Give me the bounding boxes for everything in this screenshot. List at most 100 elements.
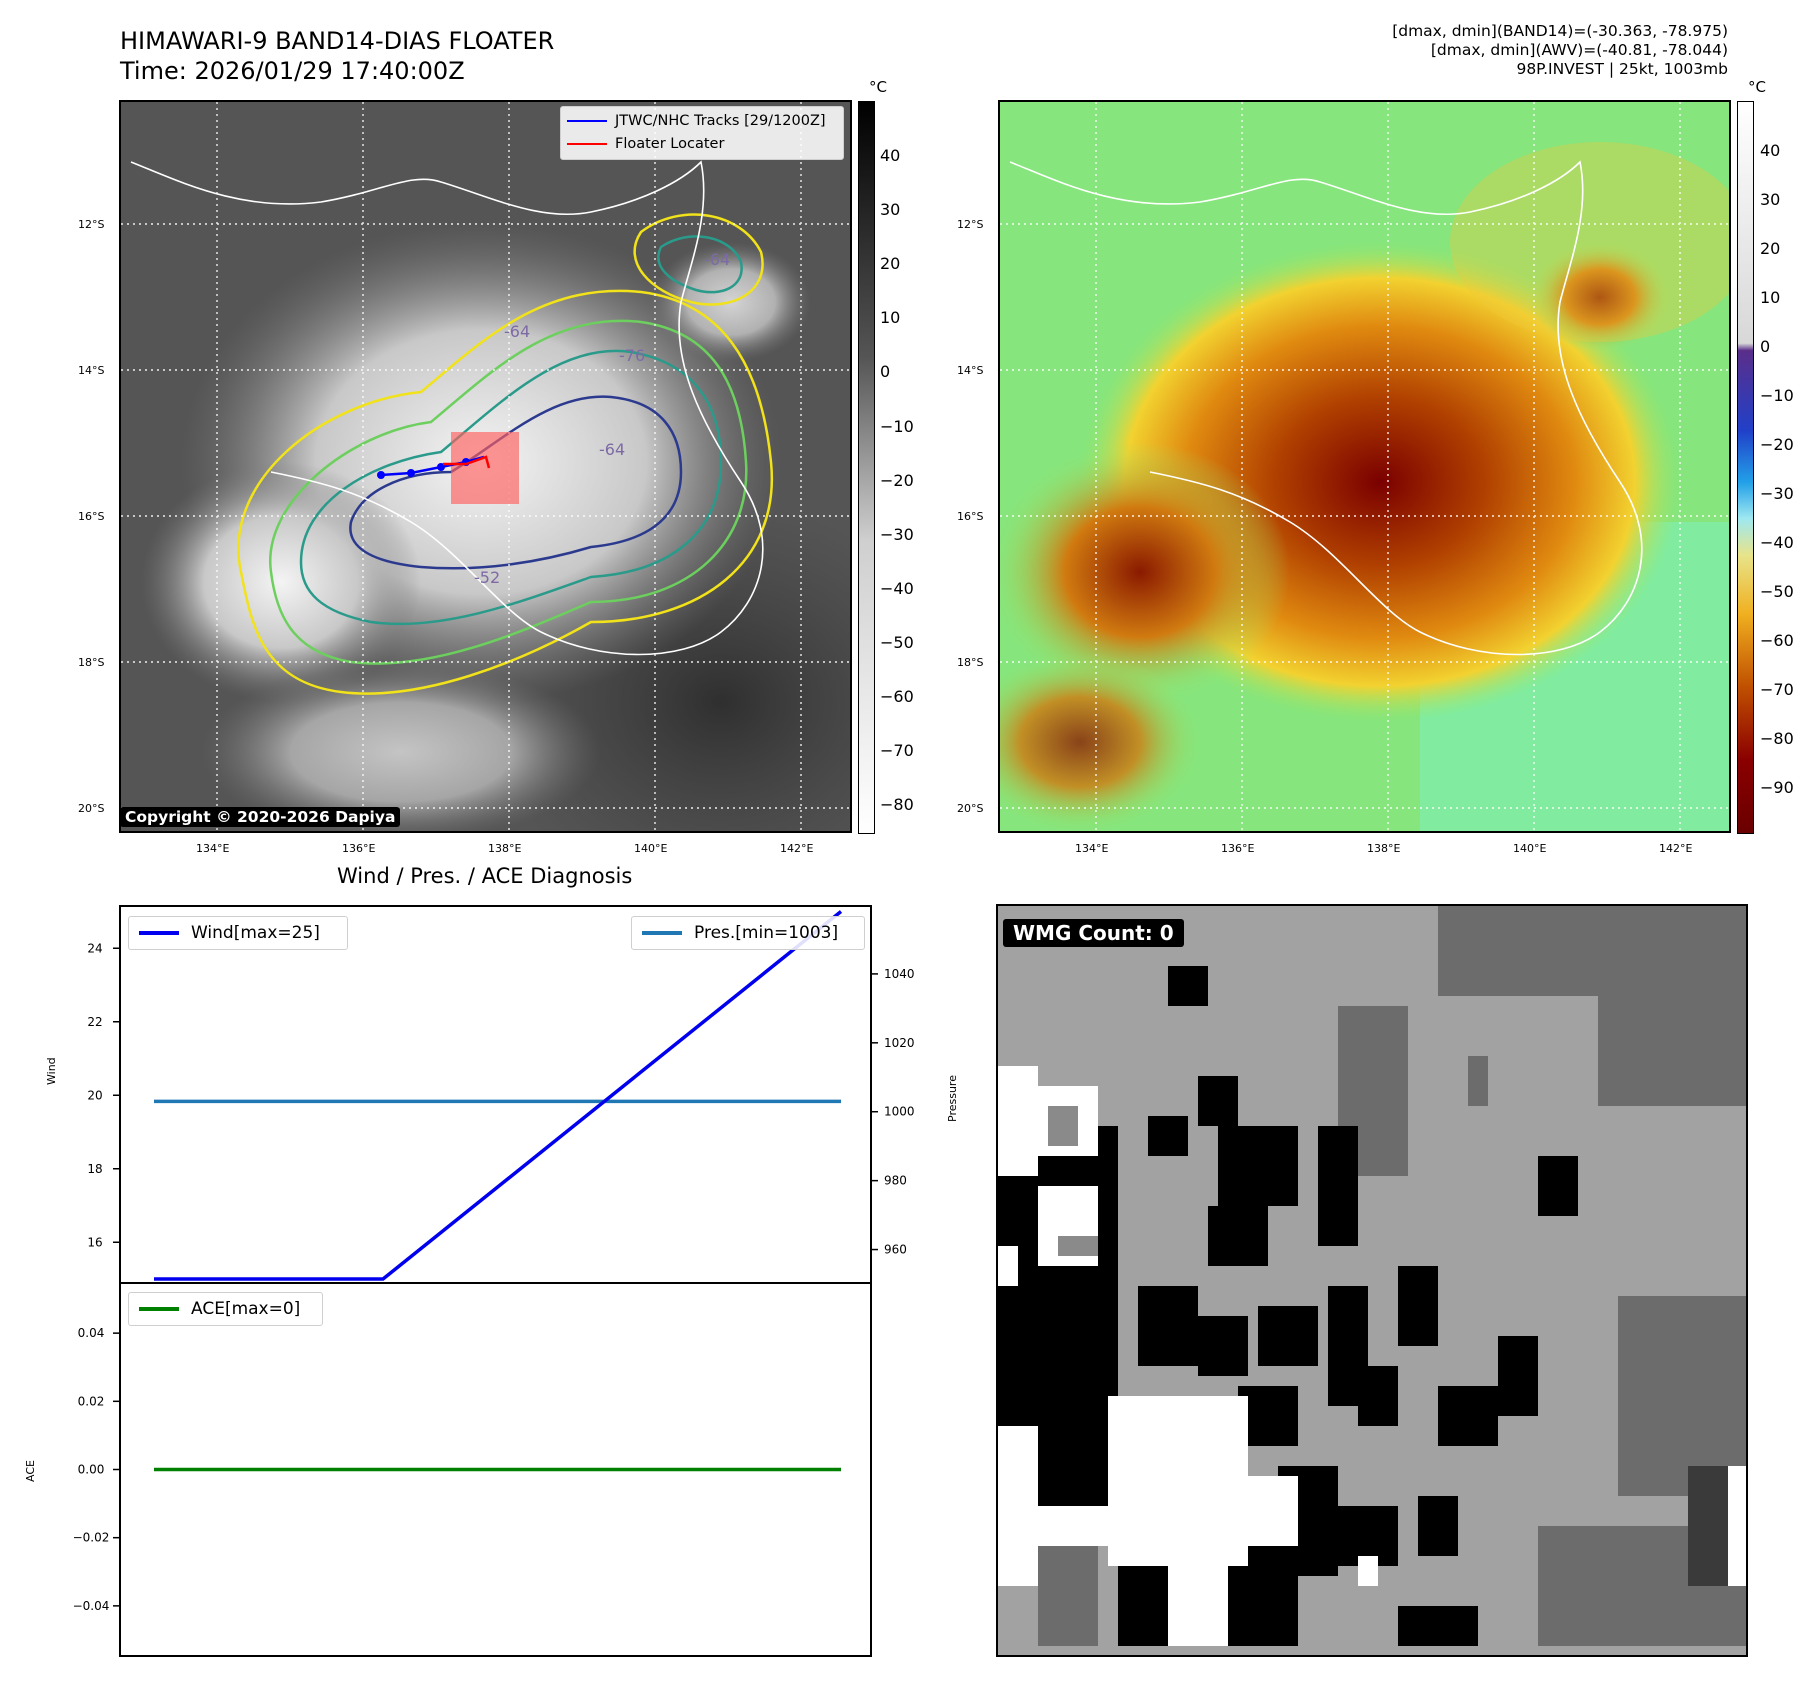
pres-legend: Pres.[min=1003] bbox=[631, 916, 865, 950]
gray-colorbar-tick: −10 bbox=[880, 416, 914, 436]
awv-colorbar-tick: −10 bbox=[1760, 386, 1794, 405]
wind-swatch bbox=[139, 931, 179, 935]
ace-chart: 0.04 0.02 0.00 −0.02 −0.04 bbox=[73, 1282, 872, 1657]
awv-colorbar-tick: −80 bbox=[1760, 729, 1794, 748]
wmg-image bbox=[998, 906, 1746, 1655]
wind-ytick-label: 24 bbox=[87, 941, 102, 955]
wind-ylabel: Wind bbox=[45, 1057, 58, 1085]
wind-line bbox=[154, 910, 843, 1281]
wind-ytick-label: 20 bbox=[87, 1088, 102, 1102]
pres-legend-label: Pres.[min=1003] bbox=[694, 923, 839, 943]
band14-image bbox=[121, 102, 850, 831]
ace-legend: ACE[max=0] bbox=[128, 1292, 323, 1326]
pres-ytick-label: 1020 bbox=[884, 1036, 915, 1050]
floater-locater-line bbox=[443, 455, 491, 469]
title-line-1: HIMAWARI-9 BAND14-DIAS FLOATER bbox=[120, 27, 555, 55]
pres-ytick-label: 1040 bbox=[884, 967, 915, 981]
wmg-count-badge: WMG Count: 0 bbox=[1003, 919, 1184, 947]
pres-ytick-label: 960 bbox=[884, 1243, 907, 1257]
awv-colorbar-tick: −90 bbox=[1760, 778, 1794, 797]
ace-ytick-label: 0.00 bbox=[78, 1463, 105, 1477]
wind-pres-frame bbox=[119, 905, 872, 1284]
awv-colorbar-tick: −30 bbox=[1760, 484, 1794, 503]
info-line-2: [dmax, dmin](AWV)=(-40.81, -78.044) bbox=[1430, 41, 1728, 59]
ace-ytick-label: 0.02 bbox=[78, 1394, 105, 1408]
lon-tick: 140°E bbox=[634, 842, 668, 855]
figure-title: HIMAWARI-9 BAND14-DIAS FLOATER Time: 202… bbox=[120, 26, 554, 86]
wind-legend-label: Wind[max=25] bbox=[191, 923, 320, 943]
ace-legend-label: ACE[max=0] bbox=[191, 1299, 301, 1319]
ace-frame bbox=[119, 1282, 872, 1657]
gray-colorbar-tick: 40 bbox=[880, 146, 901, 165]
wind-pres-chart: 16 18 20 22 24 960 980 1000 1020 1040 bbox=[87, 905, 915, 1284]
band14-map-panel bbox=[119, 100, 852, 833]
ace-plot: 0.04 0.02 0.00 −0.02 −0.04 bbox=[73, 1282, 872, 1657]
copyright-badge: Copyright © 2020-2026 Dapiya bbox=[120, 807, 401, 827]
lat-tick: 18°S bbox=[78, 656, 105, 669]
pres-ytick-label: 980 bbox=[884, 1174, 907, 1188]
gray-colorbar-tick: −50 bbox=[880, 632, 914, 652]
awv-colorbar-unit: °C bbox=[1748, 78, 1766, 96]
wind-ytick-label: 16 bbox=[87, 1235, 102, 1249]
wmg-panel bbox=[996, 904, 1748, 1657]
legend-tracks-label: JTWC/NHC Tracks [29/1200Z] bbox=[615, 113, 826, 129]
info-line-1: [dmax, dmin](BAND14)=(-30.363, -78.975) bbox=[1392, 22, 1728, 40]
ace-swatch bbox=[139, 1307, 179, 1311]
info-line-3: 98P.INVEST | 25kt, 1003mb bbox=[1516, 60, 1728, 78]
gray-colorbar-tick: −70 bbox=[880, 741, 914, 761]
gray-colorbar-tick: 10 bbox=[880, 308, 901, 328]
lon-tick: 136°E bbox=[1221, 842, 1255, 855]
gray-colorbar-unit: °C bbox=[869, 78, 887, 96]
awv-colorbar-tick: −60 bbox=[1760, 631, 1794, 650]
gray-colorbar-tick: 0 bbox=[880, 362, 891, 382]
wind-ytick-label: 18 bbox=[87, 1162, 102, 1176]
gray-colorbar-tick: −80 bbox=[880, 795, 914, 815]
awv-colorbar bbox=[1737, 101, 1754, 834]
lon-tick: 134°E bbox=[196, 842, 230, 855]
lon-tick: 136°E bbox=[342, 842, 376, 855]
lat-tick: 14°S bbox=[78, 364, 105, 377]
map-legend: JTWC/NHC Tracks [29/1200Z] Floater Locat… bbox=[560, 106, 844, 160]
lon-tick: 138°E bbox=[488, 842, 522, 855]
pressure-ylabel: Pressure bbox=[946, 1075, 959, 1122]
lat-tick: 20°S bbox=[78, 802, 105, 815]
gray-colorbar-tick: 20 bbox=[880, 254, 901, 274]
wind-ytick-label: 22 bbox=[87, 1015, 102, 1029]
lat-tick: 12°S bbox=[78, 218, 105, 231]
storm-info: [dmax, dmin](BAND14)=(-30.363, -78.975) … bbox=[1392, 22, 1728, 79]
ace-ylabel: ACE bbox=[24, 1460, 37, 1482]
awv-map-panel bbox=[998, 100, 1731, 833]
awv-colorbar-tick: 0 bbox=[1760, 337, 1771, 356]
lon-tick: 134°E bbox=[1075, 842, 1109, 855]
pres-ytick-label: 1000 bbox=[884, 1105, 915, 1119]
awv-colorbar-tick: −70 bbox=[1760, 680, 1794, 699]
lon-tick: 138°E bbox=[1367, 842, 1401, 855]
awv-colorbar-tick: −20 bbox=[1760, 435, 1794, 454]
legend-locater-label: Floater Locater bbox=[615, 136, 725, 152]
wind-legend: Wind[max=25] bbox=[128, 916, 348, 950]
diag-title: Wind / Pres. / ACE Diagnosis bbox=[337, 864, 633, 888]
ace-ytick-label: 0.04 bbox=[78, 1326, 105, 1340]
track-swatch bbox=[567, 120, 607, 122]
awv-colorbar-tick: 10 bbox=[1760, 288, 1781, 307]
ace-ytick-label: −0.04 bbox=[73, 1599, 110, 1613]
locater-swatch bbox=[567, 143, 607, 145]
awv-colorbar-tick: 20 bbox=[1760, 239, 1781, 258]
lat-tick: 16°S bbox=[957, 510, 984, 523]
legend-tracks: JTWC/NHC Tracks [29/1200Z] bbox=[567, 110, 837, 133]
gray-colorbar-tick: −60 bbox=[880, 687, 914, 706]
lon-tick: 140°E bbox=[1513, 842, 1547, 855]
awv-colorbar-tick: −40 bbox=[1760, 533, 1794, 552]
lat-tick: 20°S bbox=[957, 802, 984, 815]
awv-image bbox=[1000, 102, 1729, 831]
gray-colorbar bbox=[858, 101, 875, 834]
awv-colorbar-tick: −50 bbox=[1760, 582, 1794, 601]
lon-tick: 142°E bbox=[1659, 842, 1693, 855]
pres-swatch bbox=[642, 931, 682, 935]
legend-locater: Floater Locater bbox=[567, 133, 837, 156]
lat-tick: 16°S bbox=[78, 510, 105, 523]
gray-colorbar-tick: −30 bbox=[880, 524, 914, 544]
awv-colorbar-tick: 40 bbox=[1760, 141, 1781, 160]
lat-tick: 12°S bbox=[957, 218, 984, 231]
gray-colorbar-tick: 30 bbox=[880, 200, 901, 220]
